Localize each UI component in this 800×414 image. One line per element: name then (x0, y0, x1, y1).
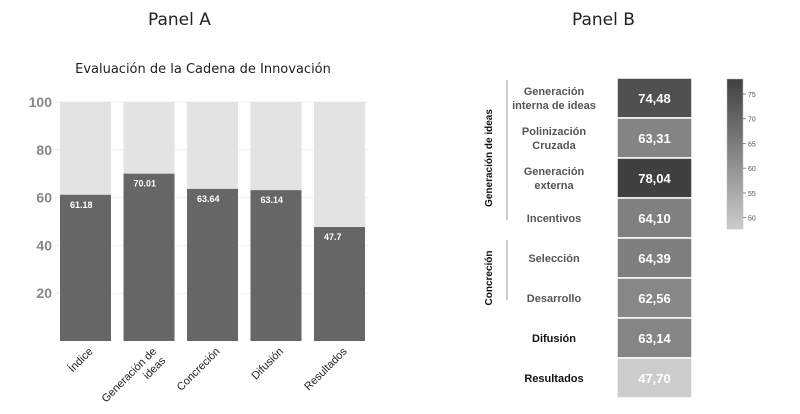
panel-a-title: Panel A (148, 10, 211, 30)
heatmap-row-label: Generación interna de ideas (512, 86, 596, 112)
heatmap-row-label: Resultados (524, 373, 583, 385)
bar-remainder (60, 102, 111, 195)
bar-value-label: 47.7 (324, 232, 342, 242)
heatmap-cell (616, 77, 693, 119)
colorbar (726, 78, 744, 230)
heatmap-cell-value: 62,56 (638, 291, 671, 306)
bar-value-label: 63.64 (197, 194, 220, 204)
heatmap-cell (616, 117, 693, 159)
heatmap-row-label: Generación externa (524, 166, 585, 192)
colorbar-tick-label: 75 (748, 92, 756, 99)
heatmap-cell-value: 63,31 (638, 131, 671, 146)
bar-value-label: 70.01 (134, 179, 157, 189)
heatmap-row-label: Selección (528, 253, 580, 265)
bar (123, 173, 175, 341)
y-tick-label: 80 (36, 142, 52, 158)
heatmap-cell-value: 47,70 (638, 371, 671, 386)
bar-value-label: 63.14 (261, 195, 284, 205)
bar-remainder (123, 102, 175, 174)
heatmap-cell (616, 357, 693, 399)
colorbar-tick-label: 65 (748, 141, 756, 148)
heatmap-cell-value: 64,39 (638, 251, 671, 266)
bar (314, 226, 365, 341)
bar-remainder (314, 102, 365, 227)
heatmap-cell-value: 63,14 (638, 331, 671, 346)
colorbar-tick-label: 60 (748, 166, 756, 173)
heatmap-row-label: Desarrollo (527, 293, 582, 305)
heatmap-cell (616, 237, 693, 279)
group-label: Concreción (484, 250, 495, 305)
colorbar-tick-label: 70 (748, 117, 756, 124)
chart-title: Evaluación de la Cadena de Innovación (75, 62, 331, 77)
heatmap-cell-value: 78,04 (638, 171, 671, 186)
colorbar-tick-label: 50 (748, 216, 756, 223)
y-tick-label: 20 (36, 285, 52, 301)
panel-b-title: Panel B (572, 10, 635, 30)
bar-chart-panel-a: Evaluación de la Cadena de Innovación 20 4… (29, 62, 368, 405)
heatmap-cell (616, 277, 693, 319)
bar-value-label: 61.18 (70, 200, 93, 210)
heatmap-cell-value: 64,10 (638, 211, 671, 226)
heatmap-cell (616, 157, 693, 199)
heatmap-row-label: Difusión (532, 333, 576, 345)
bar (60, 194, 111, 341)
group-label: Generación de ideas (484, 109, 495, 207)
heatmap-row-label: Incentivos (527, 213, 581, 225)
bar-remainder (187, 102, 238, 189)
heatmap-cell (616, 197, 693, 239)
bar (187, 188, 238, 341)
heatmap-cell-value: 74,48 (638, 91, 671, 106)
y-tick-label: 60 (36, 190, 52, 206)
heatmap-row-label: Polinización Cruzada (522, 126, 586, 152)
y-tick-label: 40 (36, 237, 52, 253)
bar-remainder (250, 102, 302, 191)
bar (250, 190, 302, 341)
y-tick-label: 100 (29, 94, 53, 110)
colorbar-tick-label: 55 (748, 191, 756, 198)
